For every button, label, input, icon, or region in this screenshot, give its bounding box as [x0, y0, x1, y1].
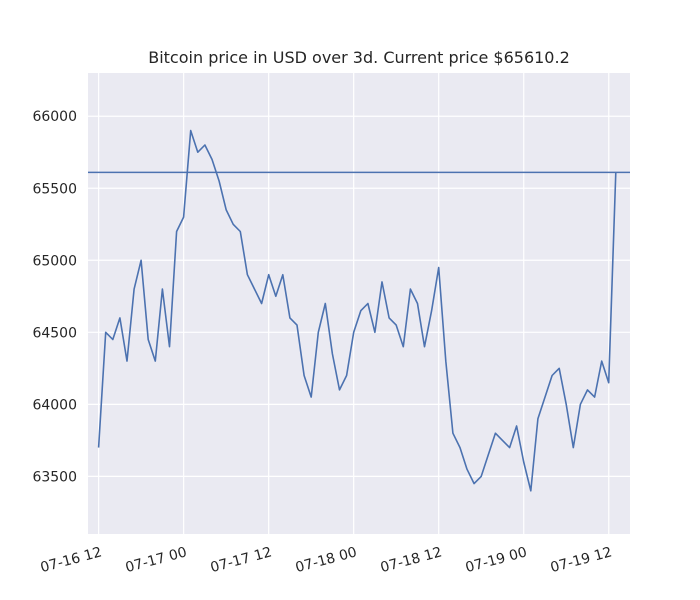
x-tick-label: 07-19 12	[549, 544, 614, 576]
y-tick-label: 63500	[32, 469, 77, 485]
y-tick-label: 64500	[32, 325, 77, 341]
y-tick-label: 64000	[32, 397, 77, 413]
x-tick-label: 07-18 12	[379, 544, 444, 576]
y-axis-ticks: 63500 64000 64500 65000 65500 66000	[32, 109, 77, 485]
y-tick-label: 66000	[32, 109, 77, 125]
x-tick-label: 07-18 00	[294, 544, 359, 576]
y-tick-label: 65500	[32, 181, 77, 197]
x-tick-label: 07-17 00	[124, 544, 189, 576]
y-tick-label: 65000	[32, 253, 77, 269]
chart-title: Bitcoin price in USD over 3d. Current pr…	[148, 48, 570, 67]
plot-background	[88, 73, 630, 534]
x-tick-label: 07-19 00	[464, 544, 529, 576]
x-tick-label: 07-17 12	[209, 544, 274, 576]
grid	[88, 73, 630, 534]
x-tick-label: 07-16 12	[39, 544, 104, 576]
price-series-line	[97, 129, 617, 492]
series-layer	[97, 129, 617, 492]
x-axis-ticks: 07-16 12 07-17 00 07-17 12 07-18 00 07-18 12…	[39, 544, 614, 576]
